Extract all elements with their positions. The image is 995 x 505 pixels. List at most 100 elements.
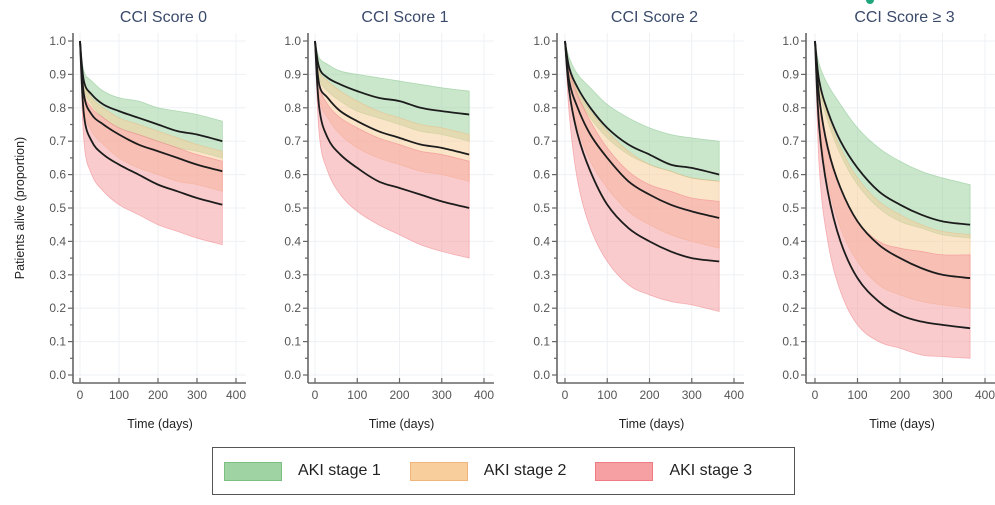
x-tick-label: 100 — [347, 388, 367, 402]
panel-3: CCI Score ≥ 3 0.0 0.1 0.2 0.3 0.4 0.5 0.6 0.7 0.8… — [782, 9, 995, 431]
y-tick-label: 0.9 — [782, 67, 799, 81]
survival-curve-aki-stage-2 — [314, 40, 470, 156]
y-tick-label: 0.3 — [284, 268, 301, 282]
x-tick-label: 0 — [312, 388, 319, 402]
x-axis-title: Time (days) — [619, 417, 685, 431]
x-tick-label: 200 — [389, 388, 409, 402]
survival-curve-aki-stage-3 — [79, 40, 223, 206]
legend-label: AKI stage 2 — [483, 462, 567, 479]
y-tick-label: 0.2 — [533, 301, 550, 315]
survival-curve-aki-stage-1 — [814, 40, 971, 226]
y-tick-label: 0.4 — [533, 234, 550, 248]
y-tick-label: 1.0 — [782, 34, 799, 48]
y-tick-label: 1.0 — [533, 34, 550, 48]
y-tick-label: 0.0 — [782, 368, 799, 382]
x-tick-label: 200 — [890, 388, 910, 402]
y-tick-label: 0.8 — [284, 101, 301, 115]
panel-1: CCI Score 1 0.0 0.1 0.2 0.3 0.4 0.5 0.6 0.7 0.8 0.… — [284, 9, 494, 431]
y-tick-label: 0.7 — [533, 134, 550, 148]
survival-curve-aki-stage-3 — [314, 40, 470, 209]
y-axis-title: Patients alive (proportion) — [13, 137, 27, 279]
y-tick-label: 0.5 — [284, 201, 301, 215]
x-tick-label: 200 — [639, 388, 659, 402]
y-tick-label: 0.1 — [533, 335, 550, 349]
y-tick-label: 1.0 — [284, 34, 301, 48]
y-tick-label: 0.3 — [49, 268, 66, 282]
x-tick-label: 0 — [77, 388, 84, 402]
survival-curve-aki-stage-3 — [814, 40, 971, 330]
y-tick-label: 0.5 — [782, 201, 799, 215]
x-tick-label: 0 — [562, 388, 569, 402]
y-tick-label: 0.4 — [49, 234, 66, 248]
legend-swatch-aki-stage-1 — [224, 461, 282, 481]
x-tick-label: 0 — [812, 388, 819, 402]
y-tick-label: 0.6 — [284, 168, 301, 182]
y-tick-label: 0.3 — [533, 268, 550, 282]
x-axis-title: Time (days) — [127, 417, 193, 431]
survival-curve-aki-stage-1 — [564, 40, 720, 176]
x-axis-title: Time (days) — [369, 417, 435, 431]
y-tick-label: 0.2 — [284, 301, 301, 315]
y-tick-label: 0.8 — [533, 101, 550, 115]
survival-curve-aki-stage-1 — [314, 40, 470, 116]
x-tick-label: 300 — [932, 388, 952, 402]
y-tick-label: 0.9 — [49, 67, 66, 81]
y-tick-label: 0.6 — [782, 168, 799, 182]
panels: CCI Score 0 0.0 0.1 0.2 0.3 0.4 0.5 0.6 0.7 0.8 0.… — [49, 9, 995, 431]
y-tick-label: 0.9 — [284, 67, 301, 81]
x-tick-label: 100 — [847, 388, 867, 402]
ci-band-aki-stage-3 — [564, 40, 720, 313]
y-tick-label: 0.1 — [782, 335, 799, 349]
survival-curve-aki-stage-1 — [79, 40, 223, 143]
x-axis-title: Time (days) — [869, 417, 935, 431]
y-tick-label: 0.3 — [782, 268, 799, 282]
legend-swatch-aki-stage-3 — [595, 461, 654, 481]
y-tick-label: 0.7 — [284, 134, 301, 148]
legend-label: AKI stage 3 — [669, 462, 753, 479]
x-tick-label: 200 — [148, 388, 168, 402]
y-tick-label: 0.0 — [284, 368, 301, 382]
legend-label: AKI stage 1 — [298, 462, 381, 479]
y-tick-label: 0.5 — [533, 201, 550, 215]
legend: AKI stage 1 AKI stage 2 AKI stage 3 — [212, 447, 795, 495]
y-tick-label: 0.6 — [49, 168, 66, 182]
y-tick-label: 0.0 — [49, 368, 66, 382]
panel-title: CCI Score ≥ 3 — [854, 9, 954, 26]
ci-band-aki-stage-3 — [314, 40, 470, 259]
x-tick-label: 400 — [724, 388, 744, 402]
legend-item-aki-stage-3[interactable]: AKI stage 3 — [595, 461, 770, 481]
y-tick-label: 0.5 — [49, 201, 66, 215]
x-tick-label: 300 — [432, 388, 452, 402]
survival-curve-aki-stage-2 — [564, 40, 720, 219]
legend-item-aki-stage-1[interactable]: AKI stage 1 — [224, 461, 399, 481]
x-tick-label: 400 — [474, 388, 494, 402]
x-tick-label: 100 — [109, 388, 129, 402]
y-tick-label: 0.8 — [782, 101, 799, 115]
survival-curve-aki-stage-2 — [814, 40, 971, 280]
y-tick-label: 0.6 — [533, 168, 550, 182]
panel-2: CCI Score 2 0.0 0.1 0.2 0.3 0.4 0.5 0.6 0.7 0.8 0.… — [533, 9, 744, 431]
y-tick-label: 0.8 — [49, 101, 66, 115]
legend-item-aki-stage-2[interactable]: AKI stage 2 — [409, 461, 585, 481]
survival-curve-aki-stage-3 — [564, 40, 720, 263]
y-tick-label: 0.1 — [49, 335, 66, 349]
y-tick-label: 0.9 — [533, 67, 550, 81]
panel-title: CCI Score 1 — [361, 9, 448, 26]
y-tick-label: 1.0 — [49, 34, 66, 48]
x-tick-label: 400 — [226, 388, 246, 402]
x-tick-label: 400 — [975, 388, 995, 402]
legend-swatch-aki-stage-2 — [409, 461, 468, 481]
panel-title: CCI Score 0 — [120, 9, 207, 26]
y-tick-label: 0.7 — [782, 134, 799, 148]
panel-0: CCI Score 0 0.0 0.1 0.2 0.3 0.4 0.5 0.6 0.7 0.8 0.… — [49, 9, 246, 431]
x-tick-label: 100 — [597, 388, 617, 402]
y-tick-label: 0.7 — [49, 134, 66, 148]
survival-curve-aki-stage-2 — [79, 40, 223, 173]
y-tick-label: 0.4 — [782, 234, 799, 248]
y-tick-label: 0.2 — [782, 301, 799, 315]
y-tick-label: 0.0 — [533, 368, 550, 382]
y-tick-label: 0.4 — [284, 234, 301, 248]
x-tick-label: 300 — [682, 388, 702, 402]
cursor-marker-icon — [866, 0, 874, 4]
